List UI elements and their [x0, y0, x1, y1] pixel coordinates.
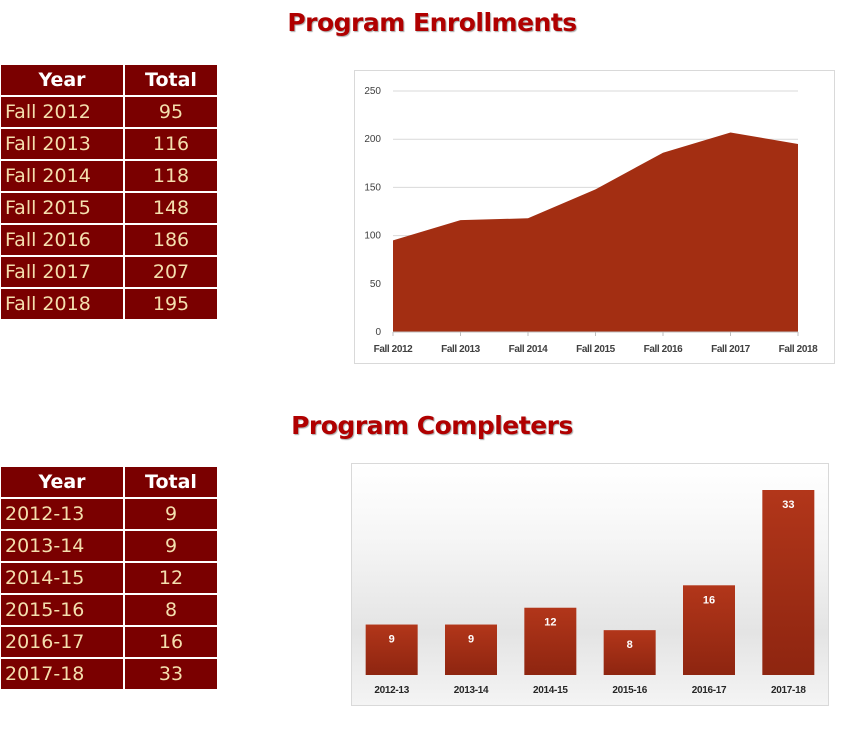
table-row: Fall 2016 186 — [1, 225, 217, 255]
table-row: 2012-13 9 — [1, 499, 217, 529]
y-tick-label: 50 — [370, 279, 382, 290]
enrollment-area-series — [393, 132, 798, 332]
x-tick-label: Fall 2013 — [441, 344, 480, 355]
table-row: 2014-15 12 — [1, 563, 217, 593]
x-tick-label: Fall 2016 — [644, 344, 683, 355]
table-row: Fall 2017 207 — [1, 257, 217, 287]
completers-bar-chart: 9 2012-13 9 2013-14 12 2014-15 8 2015-16 16 2016-… — [351, 463, 829, 706]
x-tick-label: 2017-18 — [771, 685, 806, 696]
year-cell: 2012-13 — [1, 499, 123, 529]
total-cell: 33 — [125, 659, 217, 689]
bar-data-label: 9 — [468, 634, 474, 646]
total-cell: 8 — [125, 595, 217, 625]
year-cell: 2015-16 — [1, 595, 123, 625]
x-tick-label: 2014-15 — [533, 685, 568, 696]
total-cell: 95 — [125, 97, 217, 127]
enrollments-chart-svg: 0 50 100 150 200 250 Fall 2012 Fall 2013 Fall 20… — [364, 86, 818, 355]
total-cell: 116 — [125, 129, 217, 159]
year-cell: Fall 2017 — [1, 257, 123, 287]
table-row: 2016-17 16 — [1, 627, 217, 657]
y-tick-label: 0 — [375, 327, 381, 338]
bar-data-label: 9 — [389, 634, 395, 646]
x-tick-label: Fall 2014 — [509, 344, 548, 355]
completers-title: Program Completers — [291, 411, 573, 440]
column-header-year: Year — [1, 467, 123, 497]
table-row: 2017-18 33 — [1, 659, 217, 689]
total-cell: 207 — [125, 257, 217, 287]
total-cell: 9 — [125, 499, 217, 529]
year-cell: Fall 2013 — [1, 129, 123, 159]
x-tick-label: Fall 2017 — [711, 344, 750, 355]
table-row: 2015-16 8 — [1, 595, 217, 625]
table-header-row: Year Total — [1, 65, 217, 95]
year-cell: Fall 2018 — [1, 289, 123, 319]
year-cell: Fall 2014 — [1, 161, 123, 191]
x-tick-label: Fall 2015 — [576, 344, 615, 355]
total-cell: 118 — [125, 161, 217, 191]
completer-bar — [365, 624, 418, 675]
x-tick-label: 2013-14 — [454, 685, 489, 696]
y-tick-label: 100 — [364, 231, 381, 242]
completer-bar — [762, 490, 815, 675]
x-tick-label: Fall 2018 — [779, 344, 818, 355]
table-row: Fall 2012 95 — [1, 97, 217, 127]
total-cell: 9 — [125, 531, 217, 561]
enrollments-table: Year Total Fall 2012 95 Fall 2013 116 Fall… — [0, 63, 219, 321]
table-row: Fall 2013 116 — [1, 129, 217, 159]
y-tick-label: 200 — [364, 134, 381, 145]
bar-data-label: 12 — [544, 617, 556, 629]
year-cell: Fall 2015 — [1, 193, 123, 223]
bar-data-label: 16 — [703, 594, 715, 606]
completer-bar — [445, 624, 497, 675]
table-row: Fall 2014 118 — [1, 161, 217, 191]
completer-bar — [683, 585, 735, 675]
total-cell: 186 — [125, 225, 217, 255]
total-cell: 195 — [125, 289, 217, 319]
column-header-total: Total — [125, 467, 217, 497]
x-tick-label: Fall 2012 — [374, 344, 413, 355]
year-cell: Fall 2016 — [1, 225, 123, 255]
year-cell: 2014-15 — [1, 563, 123, 593]
x-tick-label: 2016-17 — [692, 685, 727, 696]
year-cell: 2017-18 — [1, 659, 123, 689]
table-row: Fall 2015 148 — [1, 193, 217, 223]
table-row: Fall 2018 195 — [1, 289, 217, 319]
total-cell: 12 — [125, 563, 217, 593]
completer-bar — [524, 607, 577, 675]
bar-data-label: 33 — [782, 499, 794, 511]
table-row: 2013-14 9 — [1, 531, 217, 561]
column-header-total: Total — [125, 65, 217, 95]
bar-data-label: 8 — [627, 639, 633, 651]
year-cell: 2013-14 — [1, 531, 123, 561]
table-header-row: Year Total — [1, 467, 217, 497]
completers-table: Year Total 2012-13 9 2013-14 9 2014-15 12 2… — [0, 465, 219, 691]
completers-chart-svg: 9 2012-13 9 2013-14 12 2014-15 8 2015-16 16 2016-… — [365, 490, 815, 696]
column-header-year: Year — [1, 65, 123, 95]
x-tick-label: 2015-16 — [612, 685, 647, 696]
year-cell: 2016-17 — [1, 627, 123, 657]
total-cell: 148 — [125, 193, 217, 223]
x-tick-label: 2012-13 — [374, 685, 409, 696]
y-tick-label: 150 — [364, 182, 381, 193]
enrollments-title: Program Enrollments — [287, 8, 577, 37]
completer-bar — [603, 630, 656, 675]
y-tick-label: 250 — [364, 86, 381, 97]
total-cell: 16 — [125, 627, 217, 657]
year-cell: Fall 2012 — [1, 97, 123, 127]
enrollments-area-chart: 0 50 100 150 200 250 Fall 2012 Fall 2013 Fall 20… — [354, 70, 835, 364]
